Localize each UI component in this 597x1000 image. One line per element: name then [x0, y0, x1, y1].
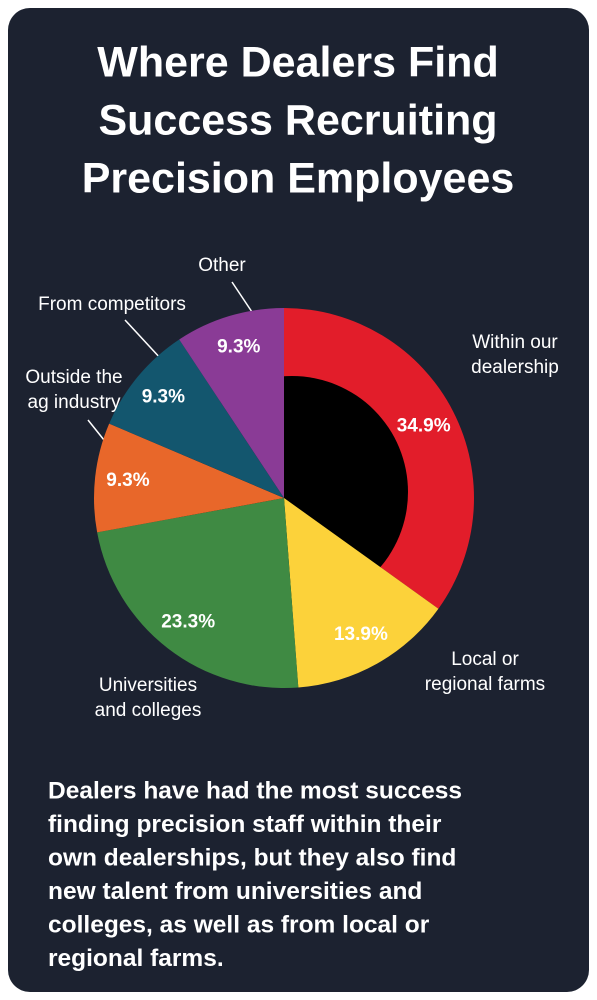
annotation: new talent from universities and	[48, 878, 422, 905]
value-label: 34.9%	[397, 415, 451, 436]
category-label: regional farms	[425, 674, 545, 695]
value-label: 13.9%	[334, 624, 388, 645]
category-label: Within our	[472, 332, 558, 353]
leader-line	[231, 281, 253, 313]
category-label: ag industry	[28, 392, 121, 413]
annotation: regional farms.	[48, 945, 224, 972]
donut-slice	[109, 339, 285, 498]
donut-slice	[179, 308, 284, 498]
category-label: and colleges	[95, 700, 202, 721]
chart-title: Success Recruiting	[98, 96, 497, 144]
annotation: finding precision staff within their	[48, 811, 442, 838]
annotation: Dealers have had the most success	[48, 777, 462, 804]
donut-slice	[97, 498, 299, 688]
value-label: 9.3%	[217, 337, 260, 358]
value-label: 9.3%	[106, 470, 149, 491]
category-label: Local or	[451, 649, 519, 670]
value-label: 9.3%	[142, 387, 185, 408]
category-label: Outside the	[25, 367, 122, 388]
donut-slice	[284, 498, 439, 688]
annotation: colleges, as well as from local or	[48, 911, 430, 938]
value-label: 23.3%	[161, 611, 215, 632]
chart-title: Precision Employees	[82, 154, 515, 202]
category-label: dealership	[471, 357, 559, 378]
donut-slice	[94, 423, 285, 533]
category-label: From competitors	[38, 294, 186, 315]
category-label: Other	[198, 255, 246, 276]
category-label: Universities	[99, 675, 197, 696]
chart-title: Where Dealers Find	[97, 38, 498, 86]
leader-line	[124, 319, 163, 361]
annotation: own dealerships, but they also find	[48, 844, 456, 871]
